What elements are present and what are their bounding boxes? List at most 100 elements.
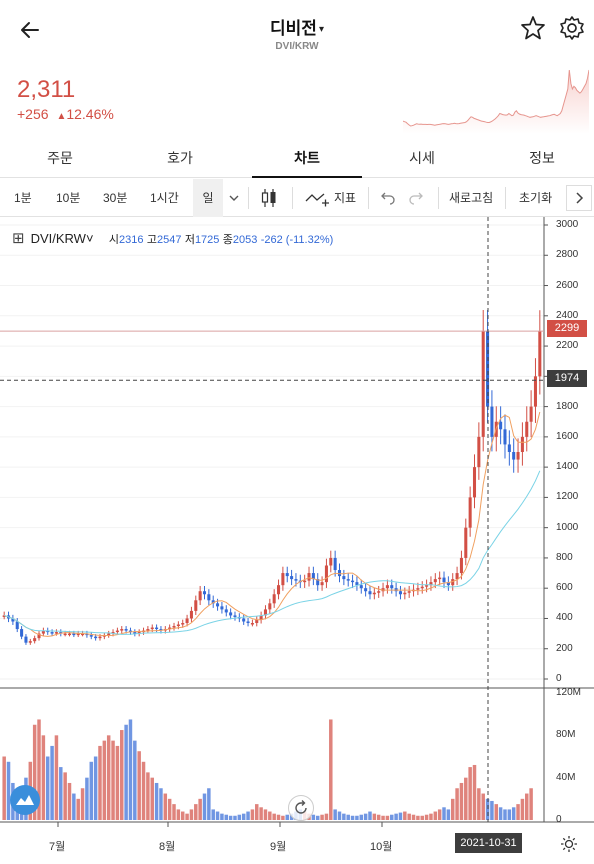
page-title[interactable]: 디비전 [270, 19, 317, 38]
chart-logo-icon[interactable] [10, 785, 40, 815]
tab-orderbook[interactable]: 호가 [167, 150, 193, 166]
chart-area[interactable]: ⊞ DVI/KRW˅ 시2316 고2547 저1725 종2053 -262 (… [0, 217, 594, 864]
volume-bar [141, 761, 146, 820]
legend-high-label: 고 [146, 234, 157, 246]
interval-day[interactable]: 일 [193, 179, 223, 217]
volume-bar [281, 815, 285, 820]
price-axis-tick: 1400 [556, 461, 579, 473]
candle-body [307, 573, 311, 581]
candle-body [364, 588, 368, 592]
interval-1min[interactable]: 1분 [14, 191, 32, 205]
change-amount: +256 [17, 106, 49, 122]
volume-bar [176, 809, 181, 820]
redo-icon[interactable] [408, 191, 424, 205]
volume-bar [503, 809, 507, 820]
interval-30min[interactable]: 30분 [103, 191, 128, 205]
candle-body [451, 579, 455, 586]
volume-bar [268, 811, 272, 820]
candle-body [20, 629, 24, 637]
volume-bar [315, 815, 320, 820]
legend-open-label: 시 [108, 234, 120, 246]
volume-bar [80, 788, 85, 820]
reset-button[interactable]: 초기화 [519, 191, 553, 205]
volume-axis-tick: 80M [556, 729, 576, 741]
candle-body [216, 603, 220, 607]
title-block[interactable]: 디비전 ▾ DVI/KRW [0, 14, 594, 52]
volume-bar [411, 814, 416, 820]
reset-zoom-button[interactable] [288, 795, 314, 821]
candle-body [303, 580, 307, 583]
candle-body [272, 594, 276, 604]
toolbar-scroll-right[interactable] [566, 185, 592, 211]
toolbar-divider [438, 187, 439, 209]
chart-legend: ⊞ DVI/KRW˅ 시2316 고2547 저1725 종2053 -262 (… [12, 229, 333, 247]
candle-body [433, 579, 437, 583]
candle-body [290, 576, 294, 580]
volume-bar [468, 767, 472, 820]
candle-body [185, 618, 189, 624]
volume-bar [429, 813, 433, 820]
volume-axis-tick: 40M [556, 771, 576, 783]
candle-body [351, 580, 355, 583]
volume-bar [529, 788, 533, 820]
candle-body [477, 436, 481, 468]
indicator-icon[interactable] [304, 189, 330, 209]
candle-body [403, 592, 407, 595]
legend-change: -262 (-11.32%) [260, 234, 334, 246]
interval-1hour[interactable]: 1시간 [150, 191, 179, 205]
candle-body [324, 565, 328, 583]
brightness-icon[interactable] [560, 835, 578, 853]
up-arrow-icon: ▲ [56, 111, 67, 122]
candle-body [486, 330, 490, 407]
volume-bar [442, 807, 446, 820]
chevron-down-icon[interactable] [228, 193, 240, 203]
tab-info[interactable]: 정보 [529, 150, 555, 166]
candle-body [268, 603, 272, 610]
volume-bar [342, 813, 346, 820]
rotate-icon [295, 800, 307, 814]
volume-bar [450, 798, 455, 820]
refresh-button[interactable]: 새로고침 [449, 191, 494, 205]
legend-symbol-text[interactable]: DVI/KRW [30, 231, 86, 246]
volume-bar [459, 782, 464, 820]
price-axis-tick: 3000 [556, 219, 579, 230]
indicator-button[interactable]: 지표 [334, 191, 357, 205]
chevron-right-icon[interactable] [567, 186, 591, 210]
candle-body [246, 621, 250, 624]
candle-body [189, 610, 193, 619]
candle-body [115, 630, 119, 633]
candle-body [133, 632, 137, 634]
month-label: 10월 [370, 841, 393, 853]
plus-square-icon[interactable]: ⊞ [12, 230, 25, 247]
volume-bar [115, 745, 120, 820]
volume-bar [224, 814, 229, 820]
volume-bar [485, 798, 490, 820]
back-arrow-icon[interactable] [14, 14, 46, 46]
price-change: +256 ▲12.46% [17, 106, 114, 122]
volume-bar [63, 772, 67, 820]
volume-bar [337, 811, 342, 820]
candle-icon[interactable] [260, 187, 278, 209]
star-icon[interactable] [519, 14, 547, 42]
volume-bar [220, 813, 224, 820]
candle-body [464, 527, 468, 558]
candle-body [499, 421, 503, 430]
tab-order[interactable]: 주문 [47, 150, 73, 166]
volume-bar [311, 814, 316, 820]
price-axis-tick: 1600 [556, 430, 579, 442]
candle-body [155, 627, 159, 630]
title-caret-icon[interactable]: ▾ [318, 24, 324, 35]
legend-symbol[interactable]: DVI/KRW˅ [30, 231, 94, 246]
volume-bar [211, 809, 215, 820]
tab-trades[interactable]: 시세 [409, 150, 435, 166]
candle-body [446, 582, 450, 586]
interval-10min[interactable]: 10분 [56, 191, 81, 205]
candlestick-chart[interactable] [0, 217, 594, 864]
crosshair-date-tag: 2021-10-31 [455, 833, 522, 853]
gear-icon[interactable] [558, 14, 586, 42]
tab-chart[interactable]: 차트 [252, 140, 362, 178]
volume-bar [172, 804, 176, 820]
volume-bar [350, 815, 355, 820]
candle-body [259, 615, 263, 620]
undo-icon[interactable] [380, 191, 396, 205]
